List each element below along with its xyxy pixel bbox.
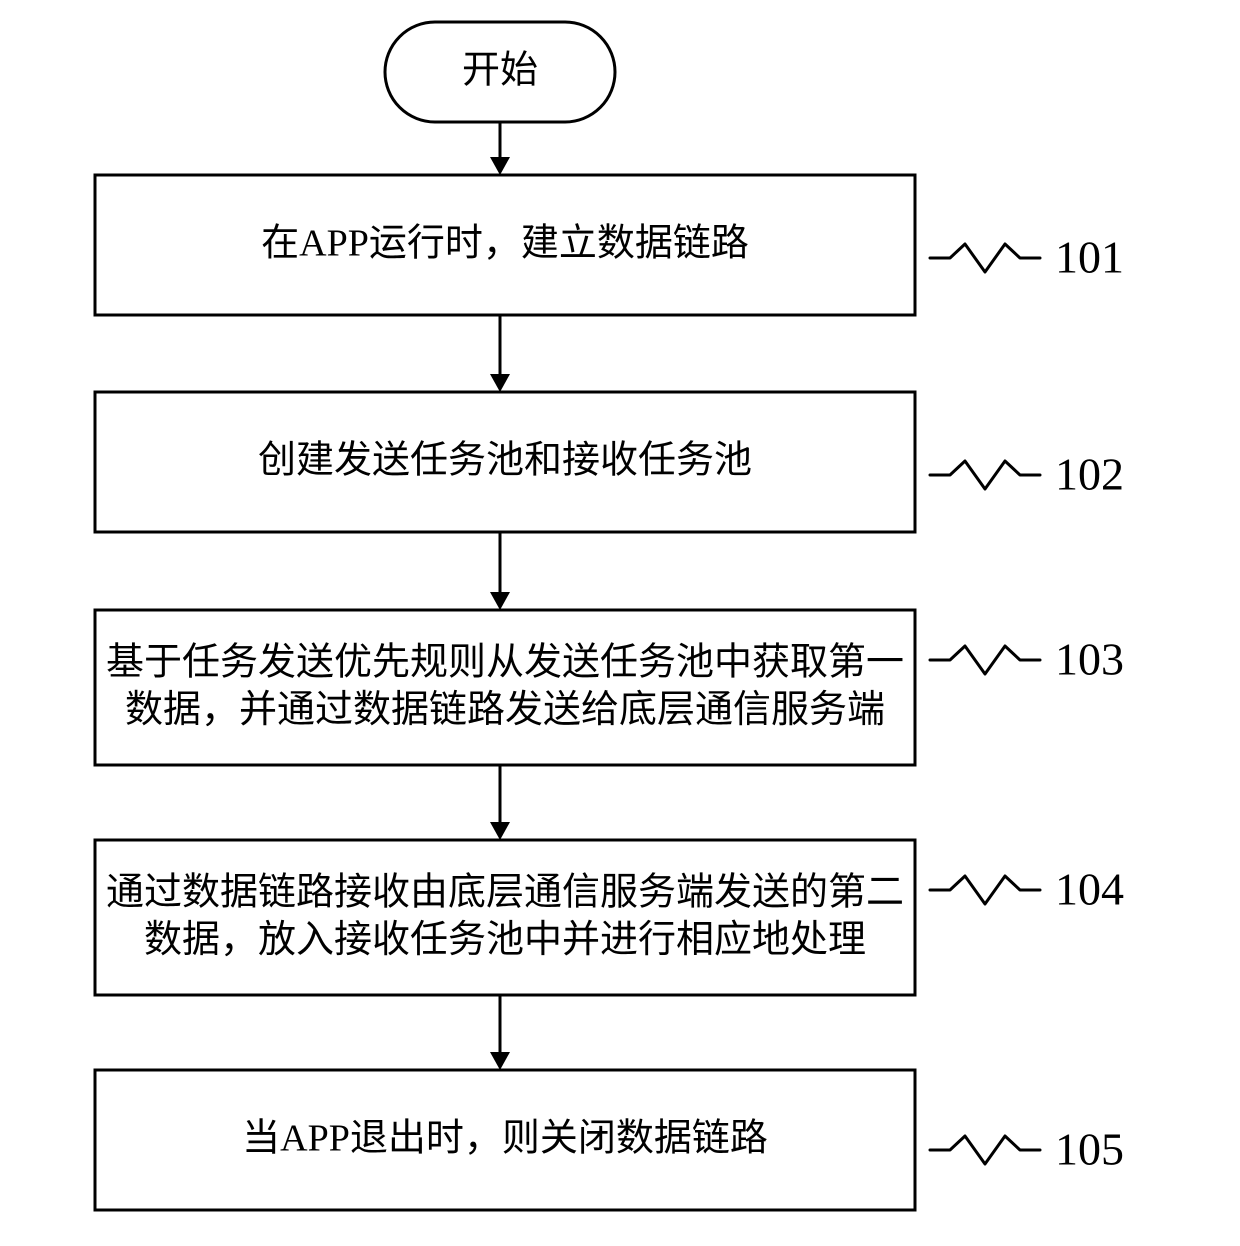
arrowhead [490, 822, 510, 840]
step-text-102-line0: 创建发送任务池和接收任务池 [258, 440, 752, 482]
arrowhead [490, 374, 510, 392]
start-label: 开始 [462, 50, 538, 92]
arrowhead [490, 1052, 510, 1070]
label-connector [930, 244, 1040, 272]
label-connector [930, 1136, 1040, 1164]
arrowhead [490, 157, 510, 175]
step-text-104-line0: 通过数据链路接收由底层通信服务端发送的第二 [106, 871, 904, 913]
step-label-102: 102 [1055, 449, 1124, 500]
step-label-104: 104 [1055, 864, 1124, 915]
step-label-105: 105 [1055, 1124, 1124, 1175]
step-label-101: 101 [1055, 232, 1124, 283]
label-connector [930, 461, 1040, 489]
label-connector [930, 646, 1040, 674]
step-text-101-line0: 在APP运行时，建立数据链路 [261, 223, 749, 265]
step-text-103-line1: 数据，并通过数据链路发送给底层通信服务端 [125, 689, 885, 731]
step-box-104 [95, 840, 915, 995]
step-text-105-line0: 当APP退出时，则关闭数据链路 [242, 1118, 768, 1160]
step-text-103-line0: 基于任务发送优先规则从发送任务池中获取第一 [106, 641, 904, 683]
step-box-103 [95, 610, 915, 765]
arrowhead [490, 592, 510, 610]
step-text-104-line1: 数据，放入接收任务池中并进行相应地处理 [144, 919, 866, 961]
step-label-103: 103 [1055, 634, 1124, 685]
flowchart-diagram: 开始在APP运行时，建立数据链路 101 创建发送任务池和接收任务池 102 基于任务发… [0, 0, 1240, 1246]
label-connector [930, 876, 1040, 904]
